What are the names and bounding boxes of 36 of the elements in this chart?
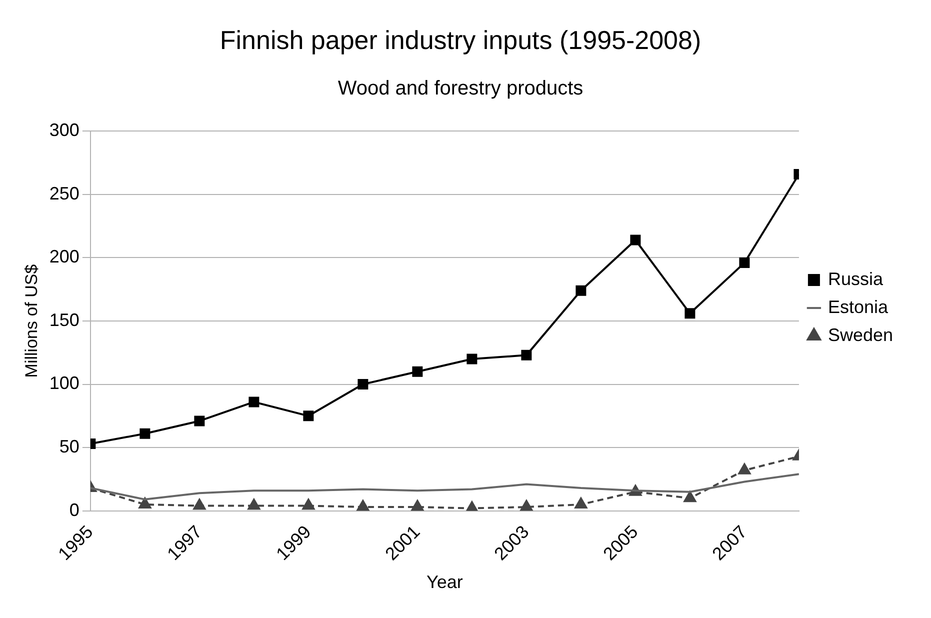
point xyxy=(194,416,205,426)
point xyxy=(193,498,206,510)
y-tick-label: 150 xyxy=(49,310,80,330)
point xyxy=(248,396,260,408)
point xyxy=(466,354,478,364)
point xyxy=(684,308,696,319)
point xyxy=(521,350,532,360)
point xyxy=(684,491,696,502)
chart-subtitle: Wood and forestry products xyxy=(338,78,584,100)
point xyxy=(574,497,588,508)
legend-label: Sweden xyxy=(828,324,894,345)
point xyxy=(358,379,368,390)
point xyxy=(630,234,641,246)
y-tick-label: 300 xyxy=(49,120,80,140)
legend-label: Russia xyxy=(828,268,884,289)
point xyxy=(303,410,314,422)
chart-title: Finnish paper industry inputs (1995-2008) xyxy=(220,24,702,55)
y-axis-title: Millions of US$ xyxy=(22,264,41,378)
point xyxy=(411,500,424,511)
point xyxy=(302,498,315,510)
point xyxy=(520,500,533,511)
point xyxy=(738,463,751,474)
point xyxy=(248,498,260,510)
point xyxy=(576,285,586,296)
point xyxy=(739,258,750,268)
y-tick-label: 0 xyxy=(69,500,80,520)
point xyxy=(356,500,370,511)
x-axis-title: Year xyxy=(426,572,463,592)
legend-label: Estonia xyxy=(828,296,889,317)
y-tick-label: 250 xyxy=(49,183,80,204)
point xyxy=(138,497,152,508)
y-tick-label: 100 xyxy=(49,373,80,394)
y-tick-label: 50 xyxy=(59,436,80,457)
point xyxy=(412,366,423,377)
point xyxy=(140,428,150,439)
y-tick-label: 200 xyxy=(49,246,80,267)
